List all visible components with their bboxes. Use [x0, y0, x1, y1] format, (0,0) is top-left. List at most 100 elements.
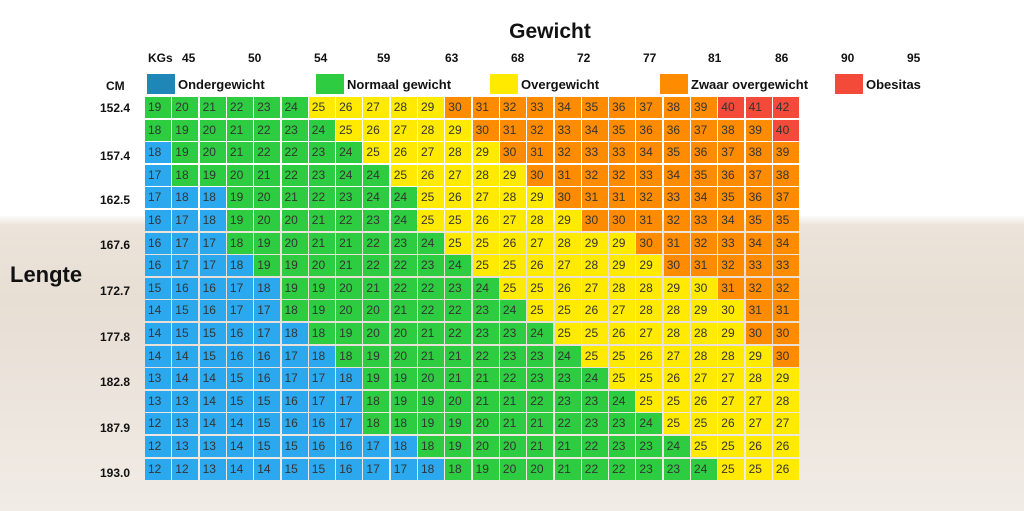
bmi-cell: 24	[390, 210, 417, 231]
bmi-cell: 26	[609, 323, 636, 344]
bmi-cell: 29	[499, 164, 526, 186]
bmi-cell: 25	[308, 97, 335, 118]
bmi-cell: 22	[226, 97, 253, 118]
bmi-cell: 35	[609, 119, 636, 141]
bmi-cell: 26	[581, 300, 608, 322]
bmi-cell: 31	[663, 232, 690, 254]
bmi-cell: 15	[254, 390, 281, 412]
bmi-cell: 12	[145, 413, 171, 435]
bmi-cell: 21	[527, 436, 554, 457]
bmi-cell: 23	[636, 436, 663, 457]
legend-obesity: Obesitas	[835, 74, 921, 94]
bmi-cell: 16	[199, 277, 226, 299]
bmi-cell: 38	[718, 119, 745, 141]
height-tick: 157.4	[100, 149, 131, 163]
bmi-cell: 19	[418, 413, 444, 435]
bmi-cell: 29	[445, 119, 472, 141]
bmi-cell: 25	[363, 142, 390, 164]
bmi-cell: 24	[581, 368, 608, 390]
bmi-cell: 18	[363, 390, 390, 412]
bmi-cell: 30	[609, 210, 636, 231]
bmi-cell: 12	[145, 436, 171, 457]
bmi-cell: 22	[363, 255, 390, 277]
bmi-cell: 19	[418, 390, 444, 412]
bmi-cell: 19	[172, 119, 199, 141]
bmi-cell: 18	[336, 345, 363, 367]
bmi-cell: 27	[472, 187, 499, 209]
bmi-cell: 30	[581, 210, 608, 231]
bmi-cell: 42	[772, 97, 799, 118]
bmi-cell: 23	[554, 368, 581, 390]
bmi-cell: 33	[609, 142, 636, 164]
bmi-cell: 21	[363, 277, 390, 299]
bmi-cell: 15	[254, 436, 281, 457]
bmi-cell: 37	[745, 164, 772, 186]
bmi-cell: 18	[308, 345, 335, 367]
bmi-cell: 19	[281, 277, 308, 299]
bmi-cell: 30	[772, 323, 799, 344]
bmi-cell: 18	[226, 255, 253, 277]
bmi-cell: 22	[308, 187, 335, 209]
bmi-cell: 24	[308, 119, 335, 141]
bmi-cell: 24	[554, 345, 581, 367]
bmi-cell: 32	[691, 232, 717, 254]
bmi-cell: 17	[281, 345, 308, 367]
bmi-cell: 21	[308, 210, 335, 231]
bmi-cell: 34	[554, 97, 581, 118]
bmi-cell: 16	[145, 255, 171, 277]
bmi-cell: 19	[254, 255, 281, 277]
bmi-cell: 22	[390, 277, 417, 299]
bmi-cell: 20	[336, 277, 363, 299]
bmi-cell: 37	[718, 142, 745, 164]
bmi-cell: 19	[254, 232, 281, 254]
bmi-cell: 22	[281, 164, 308, 186]
bmi-cell: 17	[172, 255, 199, 277]
bmi-cell: 17	[254, 300, 281, 322]
bmi-cell: 21	[472, 390, 499, 412]
bmi-cell: 23	[663, 458, 690, 480]
bmi-cell: 23	[527, 345, 554, 367]
bmi-cell: 35	[718, 187, 745, 209]
bmi-cell: 24	[363, 164, 390, 186]
bmi-cell: 27	[390, 119, 417, 141]
bmi-cell: 24	[527, 323, 554, 344]
bmi-cell: 13	[145, 390, 171, 412]
bmi-cell: 26	[527, 255, 554, 277]
bmi-cell: 18	[281, 323, 308, 344]
bmi-cell: 31	[718, 277, 745, 299]
bmi-cell: 14	[199, 413, 226, 435]
bmi-cell: 27	[745, 390, 772, 412]
bmi-cell: 21	[390, 300, 417, 322]
bmi-cell: 21	[226, 142, 253, 164]
bmi-cell: 22	[418, 300, 444, 322]
bmi-cell: 15	[281, 436, 308, 457]
bmi-cell: 19	[226, 187, 253, 209]
bmi-cell: 23	[609, 436, 636, 457]
bmi-cell: 13	[172, 413, 199, 435]
bmi-cell: 28	[772, 390, 799, 412]
bmi-cell: 33	[745, 255, 772, 277]
bmi-cell: 18	[199, 210, 226, 231]
bmi-cell: 21	[499, 390, 526, 412]
bmi-cell: 32	[581, 164, 608, 186]
bmi-cell: 15	[226, 390, 253, 412]
bmi-cell: 28	[663, 300, 690, 322]
bmi-cell: 23	[308, 164, 335, 186]
bmi-cell: 17	[199, 232, 226, 254]
bmi-cell: 14	[145, 345, 171, 367]
bmi-cell: 21	[336, 232, 363, 254]
bmi-cell: 20	[281, 232, 308, 254]
height-tick: 152.4	[100, 101, 131, 115]
legend-normal: Normaal gewicht	[316, 74, 451, 94]
bmi-cell: 17	[363, 436, 390, 457]
bmi-cell: 23	[336, 187, 363, 209]
bmi-cell: 23	[472, 323, 499, 344]
bmi-cell: 23	[527, 368, 554, 390]
bmi-cell: 21	[254, 164, 281, 186]
bmi-cell: 20	[472, 436, 499, 457]
height-tick: 172.7	[100, 284, 131, 298]
bmi-cell: 25	[527, 277, 554, 299]
bmi-cell: 16	[308, 413, 335, 435]
bmi-cell: 38	[745, 142, 772, 164]
bmi-cell: 16	[226, 323, 253, 344]
